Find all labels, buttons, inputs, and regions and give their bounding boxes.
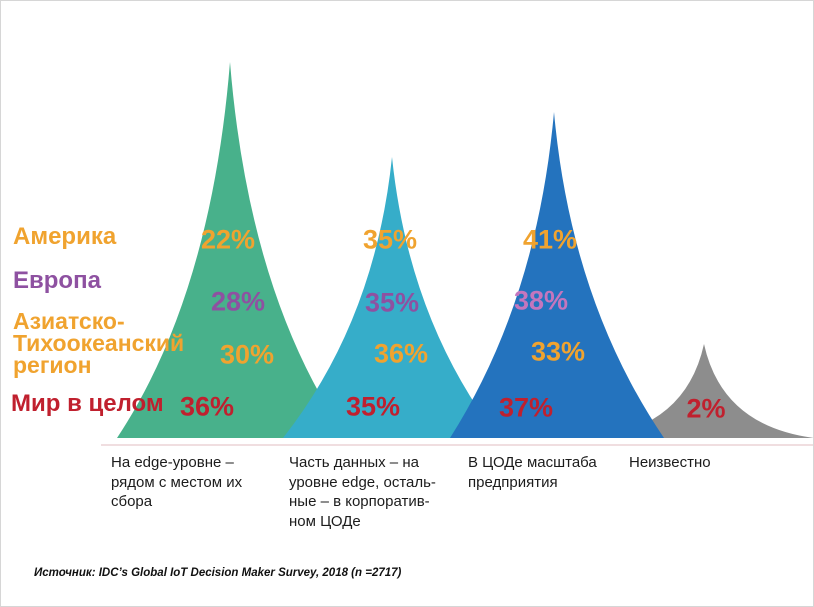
mountain-enterprise-dc — [450, 112, 664, 438]
category-label-4: Неизвестно — [629, 454, 711, 471]
value-label-r4-c4: 2% — [686, 393, 726, 424]
mountain-edge-level — [117, 62, 347, 438]
value-label-r2-c1: 28% — [210, 286, 266, 317]
category-label-3: В ЦОДе масштаба предприятия — [468, 454, 597, 491]
value-label-r4-c1: 36% — [179, 391, 235, 422]
source-note: Источник: IDC’s Global IoT Decision Make… — [34, 567, 402, 579]
region-label-4: Мир в целом — [11, 390, 164, 417]
value-label-r1-c1: 22% — [200, 224, 256, 255]
value-label-r4-c2: 35% — [345, 391, 401, 422]
category-label-1: На edge-уровне – рядом с местом их сбора — [111, 454, 243, 510]
region-label-1: Америка — [13, 223, 117, 250]
mountain-unknown — [595, 344, 813, 438]
value-label-r1-c2: 35% — [362, 224, 418, 255]
value-label-r1-c3: 41% — [522, 224, 578, 255]
region-label-3: Азиатско-Тихоокеанский регион — [13, 308, 185, 378]
category-label-2: Часть данных – на уровне edge, осталь-ные… — [289, 454, 436, 530]
mountain-edge-plus-dc — [283, 157, 499, 438]
value-label-r4-c3: 37% — [498, 392, 554, 423]
value-label-r3-c3: 33% — [530, 336, 586, 367]
value-label-r2-c2: 35% — [364, 287, 420, 318]
baseline-rule — [101, 444, 813, 446]
region-label-2: Европа — [13, 267, 101, 294]
value-label-r2-c3: 38% — [513, 285, 569, 316]
value-label-r3-c2: 36% — [373, 338, 429, 369]
value-label-r3-c1: 30% — [219, 339, 275, 370]
